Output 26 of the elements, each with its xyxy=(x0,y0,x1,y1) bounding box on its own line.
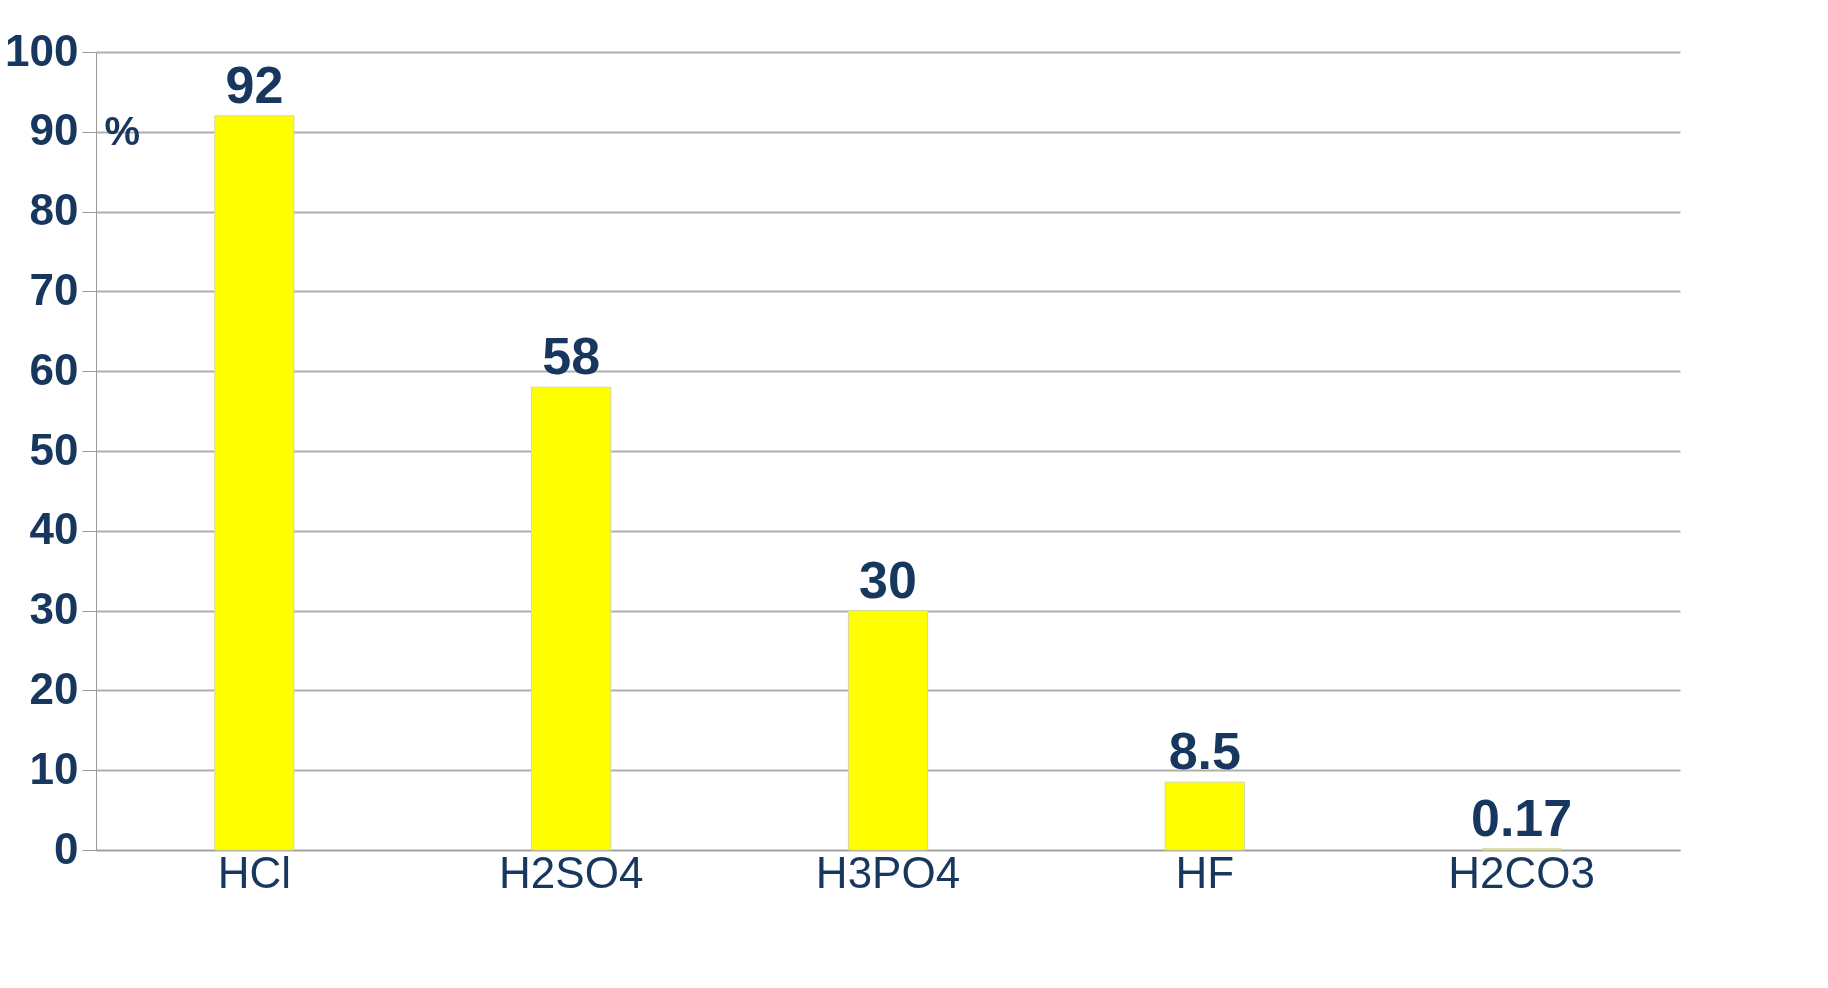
data-label: 58 xyxy=(542,327,601,386)
y-tick-label: 60 xyxy=(29,344,79,394)
y-tick-label: 80 xyxy=(29,185,79,235)
data-label: 92 xyxy=(225,55,284,114)
data-label: 30 xyxy=(859,550,917,609)
y-tick-label: 100 xyxy=(5,25,79,75)
x-tick-label: H3PO4 xyxy=(815,847,961,897)
data-label: 0.17 xyxy=(1470,788,1573,847)
y-tick-label: 20 xyxy=(29,663,79,713)
bar xyxy=(847,610,929,851)
y-tick-label: 90 xyxy=(29,105,79,155)
bar xyxy=(531,386,612,851)
bar xyxy=(1164,781,1245,851)
x-tick-label: H2CO3 xyxy=(1448,847,1595,897)
x-tick-label: H2SO4 xyxy=(499,847,644,897)
bar xyxy=(214,115,295,851)
y-tick-label: 50 xyxy=(29,424,79,474)
y-tick-label: 30 xyxy=(29,584,79,634)
y-tick-label: 40 xyxy=(29,504,79,554)
y-axis-title: % xyxy=(104,108,141,153)
x-tick-label: HCl xyxy=(217,847,292,897)
y-tick-label: 0 xyxy=(54,823,79,873)
data-label: 8.5 xyxy=(1168,722,1241,781)
y-tick-label: 70 xyxy=(29,264,79,314)
y-tick-label: 10 xyxy=(29,743,79,793)
x-tick-label: HF xyxy=(1175,847,1235,897)
